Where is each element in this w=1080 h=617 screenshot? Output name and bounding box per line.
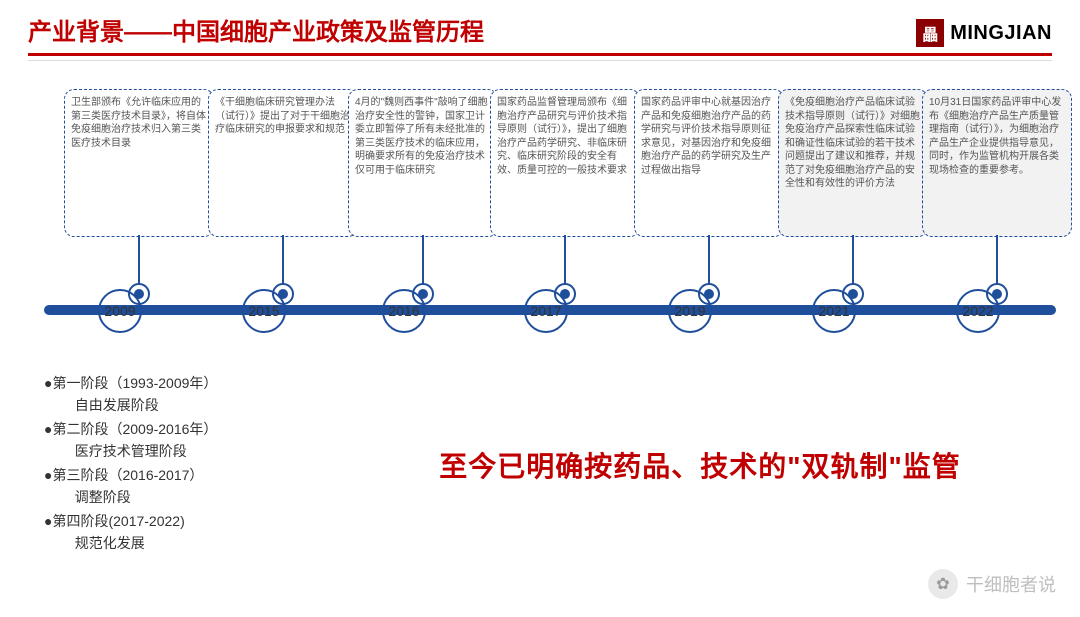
timeline-connector (64, 237, 214, 309)
phase-head: ●第四阶段(2017-2022) (44, 511, 364, 531)
phase-item: ●第二阶段（2009-2016年）医疗技术管理阶段 (44, 419, 364, 461)
timeline-item: 《免疫细胞治疗产品临床试验技术指导原则（试行）》对细胞免疫治疗产品探索性临床试验… (778, 89, 928, 309)
timeline-callout: 国家药品评审中心就基因治疗产品和免疫细胞治疗产品的药学研究与评价技术指导原则征求… (634, 89, 784, 237)
brand-logo-icon: 畾 (916, 19, 944, 47)
lower-section: ●第一阶段（1993-2009年）自由发展阶段●第二阶段（2009-2016年）… (0, 373, 1080, 557)
phase-head: ●第二阶段（2009-2016年） (44, 419, 364, 439)
watermark-text: 干细胞者说 (966, 571, 1056, 597)
timeline-item: 4月的"魏则西事件"敲响了细胞治疗安全性的警钟，国家卫计委立即暂停了所有未经批准… (348, 89, 498, 309)
timeline-callout: 《免疫细胞治疗产品临床试验技术指导原则（试行）》对细胞免疫治疗产品探索性临床试验… (778, 89, 928, 237)
phase-head: ●第三阶段（2016-2017） (44, 465, 364, 485)
phase-list: ●第一阶段（1993-2009年）自由发展阶段●第二阶段（2009-2016年）… (44, 373, 364, 557)
phase-item: ●第三阶段（2016-2017）调整阶段 (44, 465, 364, 507)
timeline-connector (922, 237, 1072, 309)
timeline-callout: 4月的"魏则西事件"敲响了细胞治疗安全性的警钟，国家卫计委立即暂停了所有未经批准… (348, 89, 498, 237)
slide-header: 产业背景——中国细胞产业政策及监管历程 畾 MINGJIAN (0, 0, 1080, 53)
phase-item: ●第四阶段(2017-2022)规范化发展 (44, 511, 364, 553)
slide-title: 产业背景——中国细胞产业政策及监管历程 (28, 12, 484, 47)
timeline-item: 国家药品评审中心就基因治疗产品和免疫细胞治疗产品的药学研究与评价技术指导原则征求… (634, 89, 784, 309)
timeline-year: 2016 (382, 289, 426, 333)
timeline-callout: 国家药品监督管理局颁布《细胞治疗产品研究与评价技术指导原则（试行）》，提出了细胞… (490, 89, 640, 237)
header-underline-thin (28, 60, 1052, 61)
timeline-connector (490, 237, 640, 309)
timeline-item: 10月31日国家药品评审中心发布《细胞治疗产品生产质量管理指南（试行）》，为细胞… (922, 89, 1072, 309)
phase-head: ●第一阶段（1993-2009年） (44, 373, 364, 393)
timeline-connector (208, 237, 358, 309)
timeline-year: 2009 (98, 289, 142, 333)
timeline-callout: 10月31日国家药品评审中心发布《细胞治疗产品生产质量管理指南（试行）》，为细胞… (922, 89, 1072, 237)
header-underline (28, 53, 1052, 56)
watermark: ✿ 干细胞者说 (928, 569, 1056, 599)
timeline-year: 2015 (242, 289, 286, 333)
timeline-connector (348, 237, 498, 309)
timeline-connector (634, 237, 784, 309)
watermark-icon: ✿ (928, 569, 958, 599)
timeline: 卫生部颁布《允许临床应用的第三类医疗技术目录》，将自体免疫细胞治疗技术归入第三类… (0, 89, 1080, 349)
timeline-item: 卫生部颁布《允许临床应用的第三类医疗技术目录》，将自体免疫细胞治疗技术归入第三类… (64, 89, 214, 309)
timeline-year: 2017 (524, 289, 568, 333)
phase-sub: 自由发展阶段 (44, 395, 364, 415)
timeline-callout: 卫生部颁布《允许临床应用的第三类医疗技术目录》，将自体免疫细胞治疗技术归入第三类… (64, 89, 214, 237)
phase-item: ●第一阶段（1993-2009年）自由发展阶段 (44, 373, 364, 415)
brand-logo-text: MINGJIAN (950, 22, 1052, 45)
phase-sub: 医疗技术管理阶段 (44, 441, 364, 461)
headline-text: 至今已明确按药品、技术的"双轨制"监管 (364, 373, 1036, 557)
timeline-callout: 《干细胞临床研究管理办法（试行）》提出了对于干细胞治疗临床研究的申报要求和规范 (208, 89, 358, 237)
phase-sub: 调整阶段 (44, 487, 364, 507)
timeline-item: 《干细胞临床研究管理办法（试行）》提出了对于干细胞治疗临床研究的申报要求和规范 (208, 89, 358, 309)
timeline-item: 国家药品监督管理局颁布《细胞治疗产品研究与评价技术指导原则（试行）》，提出了细胞… (490, 89, 640, 309)
timeline-year: 2022 (956, 289, 1000, 333)
phase-sub: 规范化发展 (44, 533, 364, 553)
timeline-year: 2019 (668, 289, 712, 333)
timeline-connector (778, 237, 928, 309)
timeline-year: 2021 (812, 289, 856, 333)
brand-logo: 畾 MINGJIAN (916, 19, 1052, 47)
